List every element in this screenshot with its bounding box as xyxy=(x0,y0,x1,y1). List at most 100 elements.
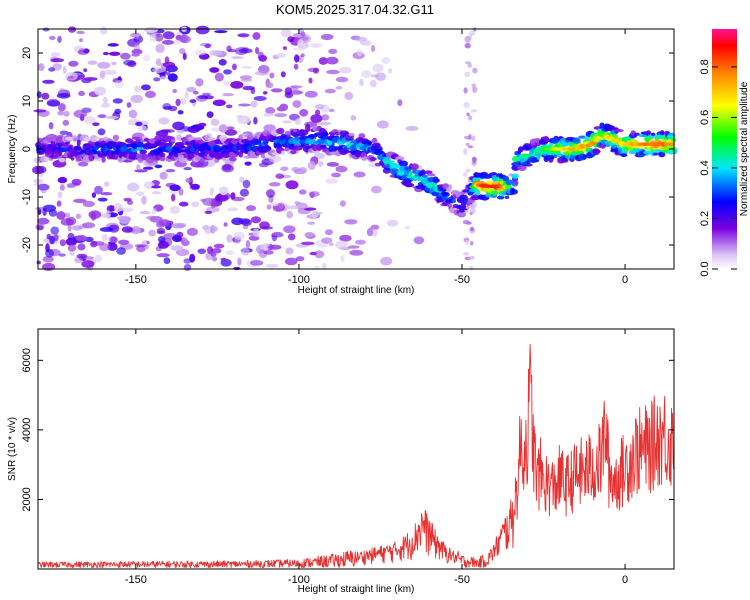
spectrogram-noise-cell xyxy=(287,233,296,241)
spectrogram-noise-cell xyxy=(326,69,340,75)
spectrogram-noise-cell xyxy=(237,33,250,38)
spectrogram-noise-cell xyxy=(250,260,264,266)
spectrogram-noise-cell xyxy=(295,256,305,262)
spectrogram-noise-cell xyxy=(175,98,181,107)
spectrogram-noise-cell xyxy=(304,232,315,238)
spectrogram-noise-cell xyxy=(289,85,303,89)
spectrogram-noise-cell xyxy=(42,207,47,216)
spectrogram-ridge-cell xyxy=(160,156,166,162)
spectrogram-ridge-cell xyxy=(290,150,297,155)
spectrogram-noise-cell xyxy=(309,251,317,256)
spectrogram-noise-cell xyxy=(41,92,50,100)
spectrogram-noise-cell xyxy=(242,179,251,189)
spectrogram-noise-cell xyxy=(278,202,285,210)
spectrogram-ridge-cell xyxy=(509,189,518,195)
spectrogram-ridge-cell xyxy=(383,157,391,162)
spectrogram-noise-cell xyxy=(130,32,142,38)
spectrogram-noise-cell xyxy=(62,119,70,126)
spectrogram-ridge-cell xyxy=(338,141,343,146)
spectrogram-noise-cell xyxy=(182,52,187,61)
spectrogram-noise-cell xyxy=(97,128,106,136)
spectrogram-noise-cell xyxy=(59,239,67,247)
spectrogram-ridge-cell xyxy=(171,138,176,143)
spectrogram-noise-cell xyxy=(79,38,83,42)
spectrogram-ridge-cell xyxy=(517,164,527,171)
spectrogram-noise-cell xyxy=(253,96,267,101)
spectrogram-ridge-cell xyxy=(322,131,329,137)
spectrogram-noise-cell xyxy=(127,182,140,192)
spectrogram-ridge-cell xyxy=(496,195,505,200)
spectrogram-noise-cell xyxy=(204,95,214,100)
spectrogram-ridge-cell xyxy=(276,127,285,135)
spectrogram-noise-cell xyxy=(128,109,138,119)
spectrogram-noise-cell xyxy=(294,201,301,205)
spectrogram-noise-cell xyxy=(108,51,121,56)
spectrogram-ridge-cell xyxy=(658,151,666,158)
spectrogram-noise-cell xyxy=(325,229,333,236)
spectrogram-noise-cell xyxy=(467,115,473,121)
spectrogram-noise-cell xyxy=(65,237,77,246)
spectrogram-ridge-cell xyxy=(179,145,186,149)
spectrogram-ridge-core xyxy=(504,185,511,190)
spectrogram-noise-cell xyxy=(375,72,387,81)
spectrogram-noise-cell xyxy=(471,156,477,164)
spectrogram-noise-cell xyxy=(120,52,131,60)
spectrogram-noise-cell xyxy=(238,103,251,107)
spectrogram-noise-cell xyxy=(92,122,100,126)
spectrogram-ridge-cell xyxy=(433,178,440,183)
spectrogram-ridge-cell xyxy=(281,150,285,155)
spectrogram-noise-cell xyxy=(148,229,156,237)
spectrogram-noise-cell xyxy=(82,200,95,208)
spectrogram-noise-cell xyxy=(62,66,67,74)
spectrogram-noise-cell xyxy=(312,211,324,215)
spectrogram-noise-cell xyxy=(263,113,274,117)
spectrogram-noise-cell xyxy=(69,250,75,256)
spectrogram-noise-cell xyxy=(413,236,425,245)
figure-title: KOM5.2025.317.04.32.G11 xyxy=(276,2,434,17)
snr-y-tick-label: 6000 xyxy=(21,348,33,372)
spectrogram-noise-cell xyxy=(103,96,108,104)
spectrogram-noise-cell xyxy=(255,47,260,54)
spectrogram-noise-cell xyxy=(198,122,207,127)
spectrogram-y-tick-label: -10 xyxy=(21,189,33,205)
spectrogram-noise-cell xyxy=(291,167,300,172)
spectrogram-noise-cell xyxy=(206,111,214,118)
spectrogram-noise-cell xyxy=(145,90,156,98)
spectrogram-noise-cell xyxy=(339,200,346,207)
spectrogram-noise-cell xyxy=(210,199,216,209)
spectrogram-noise-cell xyxy=(57,110,64,116)
spectrogram-noise-cell xyxy=(245,240,251,249)
spectrogram-noise-cell xyxy=(204,226,213,235)
colorbar-tick-label: 0.2 xyxy=(699,211,711,226)
spectrogram-noise-cell xyxy=(275,173,285,179)
spectrogram-ridge-cell xyxy=(369,157,377,161)
spectrogram-noise-cell xyxy=(285,247,294,255)
spectrogram-noise-cell xyxy=(183,167,192,171)
spectrogram-noise-cell xyxy=(469,30,476,36)
spectrogram-noise-cell xyxy=(309,43,323,48)
spectrogram-noise-cell xyxy=(100,213,111,218)
spectrogram-noise-cell xyxy=(280,28,292,38)
colorbar-gradient xyxy=(712,29,737,269)
spectrogram-ridge-cell xyxy=(136,141,144,148)
spectrogram-noise-cell xyxy=(331,172,341,178)
spectrogram-ridge-cell xyxy=(294,136,300,141)
spectrogram-noise-cell xyxy=(380,256,393,266)
spectrogram-noise-cell xyxy=(71,178,82,186)
spectrogram-noise-cell xyxy=(179,48,186,55)
spectrogram-ridge-cell xyxy=(444,192,450,197)
spectrogram-noise-cell xyxy=(269,72,275,79)
spectrogram-noise-cell xyxy=(48,122,54,130)
spectrogram-noise-cell xyxy=(182,236,188,242)
spectrogram-ridge-cell xyxy=(511,173,519,179)
spectrogram-noise-cell xyxy=(169,184,181,192)
spectrogram-noise-cell xyxy=(300,31,306,37)
colorbar-label: Normalized spectral amplitude xyxy=(739,81,750,216)
spectrogram-noise-cell xyxy=(214,30,228,34)
spectrogram-noise-cell xyxy=(195,78,204,87)
spectrogram-noise-cell xyxy=(308,191,320,197)
spectrogram-noise-cell xyxy=(326,162,339,167)
spectrogram-noise-cell xyxy=(339,66,352,74)
spectrogram-noise-cell xyxy=(310,114,323,123)
spectrogram-noise-cell xyxy=(265,107,276,115)
